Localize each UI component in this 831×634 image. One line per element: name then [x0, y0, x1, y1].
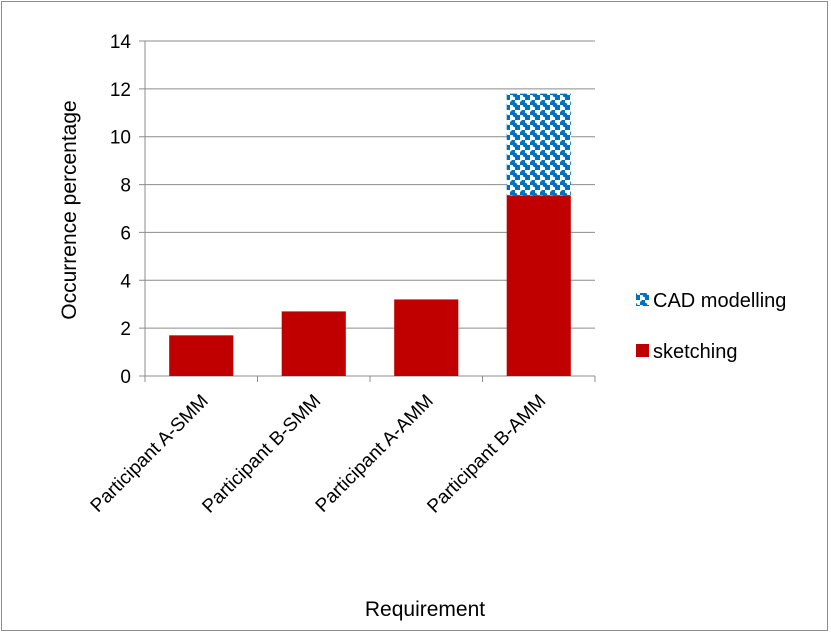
legend-swatch: [636, 344, 649, 357]
y-tick-label: 6: [120, 223, 131, 244]
y-tick-label: 10: [110, 128, 131, 149]
y-tick-label: 8: [120, 176, 131, 197]
y-tick-label: 4: [120, 271, 131, 292]
bar-sketching: [281, 311, 346, 376]
legend: CAD modelling sketching: [636, 290, 786, 363]
x-tick-label: Participant A-AMM: [312, 391, 438, 517]
bar-cad-modelling: [506, 93, 571, 196]
y-axis-title: Occurrence percentage: [58, 100, 81, 319]
legend-label: sketching: [653, 341, 738, 363]
bars: [169, 93, 571, 376]
y-tick-label: 2: [120, 319, 131, 340]
legend-swatch: [636, 293, 649, 306]
y-tick-label: 12: [110, 80, 131, 101]
y-tick-label: 0: [120, 367, 131, 388]
bar-sketching: [169, 335, 234, 376]
legend-label: CAD modelling: [653, 290, 786, 312]
x-axis-title: Requirement: [365, 598, 485, 621]
y-tick-label: 14: [110, 32, 132, 53]
x-tick-label: Participant B-SMM: [198, 391, 325, 518]
bar-sketching: [506, 195, 571, 376]
x-tick-label: Participant A-SMM: [87, 391, 213, 517]
x-tick-label: Participant B-AMM: [423, 391, 550, 518]
y-axis-ticks: 0 2 4 6 8 10 12 14: [110, 32, 132, 388]
bar-sketching: [394, 299, 459, 376]
